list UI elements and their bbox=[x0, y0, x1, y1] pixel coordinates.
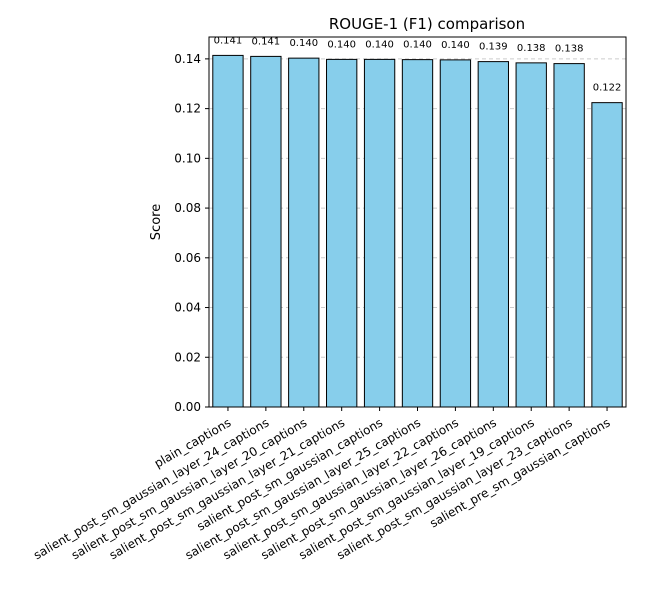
value-label: 0.141 bbox=[252, 36, 281, 47]
value-label: 0.140 bbox=[403, 40, 432, 51]
value-label: 0.122 bbox=[593, 83, 622, 94]
bar bbox=[288, 57, 320, 408]
bar bbox=[212, 54, 244, 408]
bar bbox=[363, 58, 396, 408]
chart-title: ROUGE-1 (F1) comparison bbox=[329, 15, 525, 33]
bar bbox=[477, 61, 509, 408]
value-label: 0.140 bbox=[441, 40, 470, 51]
y-tick-label: 0.14 bbox=[174, 52, 201, 66]
y-tick-label: 0.04 bbox=[174, 301, 201, 315]
value-label: 0.138 bbox=[517, 43, 546, 54]
value-label: 0.141 bbox=[214, 35, 243, 46]
y-tick-label: 0.12 bbox=[174, 102, 201, 116]
y-tick-label: 0.00 bbox=[174, 400, 201, 414]
value-label: 0.140 bbox=[365, 39, 394, 50]
bar bbox=[553, 63, 585, 408]
value-label: 0.139 bbox=[479, 42, 508, 53]
y-tick-label: 0.02 bbox=[174, 350, 201, 364]
y-axis-label: Score bbox=[149, 204, 164, 240]
value-label: 0.138 bbox=[555, 44, 584, 55]
value-label: 0.140 bbox=[327, 39, 356, 50]
bar bbox=[515, 62, 547, 408]
bar bbox=[401, 59, 434, 408]
y-tick-label: 0.10 bbox=[174, 151, 201, 165]
y-tick-label: 0.08 bbox=[174, 201, 201, 215]
bar bbox=[250, 55, 282, 408]
bar bbox=[591, 102, 623, 408]
bar bbox=[326, 58, 358, 408]
plot-frame bbox=[208, 36, 627, 408]
y-tick-label: 0.06 bbox=[174, 251, 201, 265]
value-label: 0.140 bbox=[289, 38, 318, 49]
bar bbox=[439, 59, 472, 408]
